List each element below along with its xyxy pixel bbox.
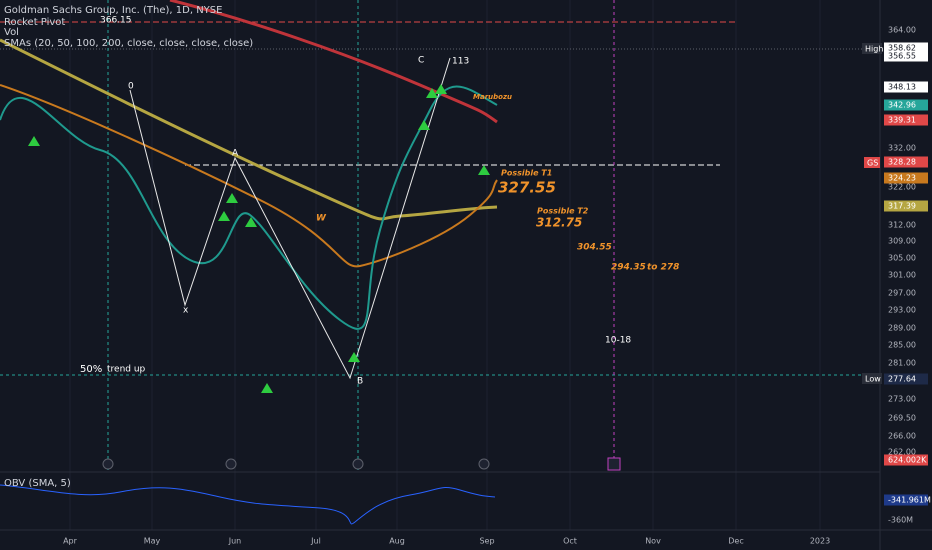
price-label: 342.96 [888, 101, 916, 110]
price-label: 277.64 [888, 375, 916, 384]
time-label: Jun [228, 537, 242, 546]
sma-20 [0, 85, 498, 330]
price-label: 262.00 [888, 448, 916, 457]
badge-label: GS [867, 159, 878, 168]
badge-bg [864, 157, 880, 168]
badge-label: Low [865, 375, 881, 384]
annotation: 312.75 [536, 216, 582, 230]
price-label: 317.39 [888, 202, 916, 211]
annotation: Possible T2 [537, 207, 589, 216]
price-label: 293.00 [888, 306, 916, 315]
price-badge [884, 200, 928, 212]
indicator-label: SMAs (20, 50, 100, 200, close, close, cl… [4, 38, 253, 49]
wave-lines [129, 57, 451, 380]
annotation: 113 [452, 57, 469, 67]
annotation: W [316, 214, 327, 224]
price-badge [884, 99, 928, 111]
time-axis: Apr May Jun Jul Aug Sep Oct Nov Dec 2023 [63, 537, 830, 546]
price-label: 273.00 [888, 395, 916, 404]
sma-50 [0, 84, 498, 268]
price-label: 324.23 [888, 174, 916, 183]
price-label: 328.28 [888, 158, 916, 167]
price-badge [884, 156, 928, 168]
badge-label: High [865, 45, 883, 54]
obv-label: OBV (SMA, 5) [4, 478, 71, 489]
annotation: 366.15 [100, 16, 132, 26]
price-badge [884, 50, 928, 62]
price-label: 289.00 [888, 324, 916, 333]
time-label: Oct [563, 537, 577, 546]
event-icons [102, 457, 621, 471]
annotation: trend up [107, 365, 146, 375]
signal-markers [28, 84, 490, 393]
time-label: Aug [389, 537, 405, 546]
indicator-label: Rocket Pivot [4, 17, 65, 28]
price-label: 301.00 [888, 271, 916, 280]
price-badge [884, 454, 928, 466]
obv-line [0, 484, 496, 525]
price-label: 312.00 [888, 221, 916, 230]
price-badge [884, 42, 928, 54]
time-label: Jul [310, 537, 321, 546]
price-badge [884, 494, 928, 506]
price-label: 281.00 [888, 359, 916, 368]
price-label: 269.50 [888, 414, 916, 423]
annotation: Possible T1 [501, 169, 552, 178]
annotation: 294.35 [611, 263, 646, 273]
price-label: 358.62 [888, 44, 916, 53]
price-label: 339.31 [888, 116, 916, 125]
annotation: A [232, 149, 239, 159]
price-label: -360M [888, 516, 913, 525]
price-label: -341.961M [888, 496, 931, 505]
indicator-label: Vol [4, 27, 19, 38]
badge-bg [862, 43, 882, 54]
price-label: 285.00 [888, 341, 916, 350]
price-badge [884, 373, 928, 385]
annotation: x [183, 306, 189, 316]
price-label: 348.13 [888, 83, 916, 92]
time-label: Apr [63, 537, 78, 546]
annotation: 304.55 [577, 243, 612, 253]
price-label: 309.00 [888, 237, 916, 246]
annotation: to 278 [647, 263, 679, 273]
annotation: 327.55 [498, 179, 556, 197]
price-badge [884, 114, 928, 126]
annotation: C [418, 56, 424, 66]
sma-200 [169, 0, 498, 124]
annotation: 0 [128, 82, 134, 92]
sma-100 [0, 38, 498, 221]
time-label: Nov [645, 537, 661, 546]
annotation: B [357, 377, 363, 387]
time-label: Dec [728, 537, 743, 546]
price-badge [884, 172, 928, 184]
price-label: 364.00 [888, 26, 916, 35]
time-label: 2023 [810, 537, 830, 546]
price-label: 332.00 [888, 144, 916, 153]
annotation: 50% [80, 364, 102, 375]
price-label: 624.002K [888, 456, 927, 465]
time-label: May [144, 537, 161, 546]
price-label: 322.00 [888, 183, 916, 192]
price-badge [884, 81, 928, 93]
price-label: 297.00 [888, 289, 916, 298]
price-label: 356.55 [888, 52, 916, 61]
badge-bg [862, 373, 882, 384]
time-label: Sep [479, 537, 494, 546]
price-label: 305.00 [888, 254, 916, 263]
annotation: 10-18 [605, 336, 631, 346]
annotation: Marubozu [473, 93, 512, 101]
price-label: 266.00 [888, 432, 916, 441]
symbol-title: Goldman Sachs Group, Inc. (The), 1D, NYS… [4, 5, 222, 16]
